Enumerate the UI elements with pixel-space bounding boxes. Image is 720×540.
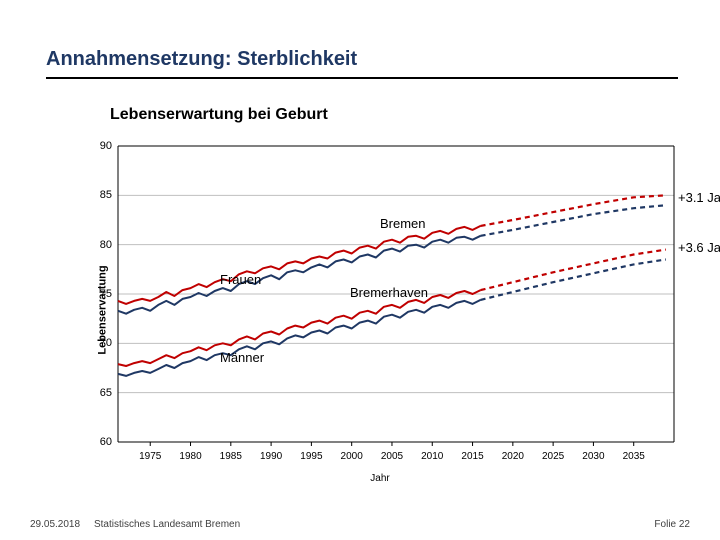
x-tick-label: 1975 [139, 451, 161, 462]
chart-annotation: Männer [220, 350, 264, 365]
footer-source: Statistisches Landesamt Bremen [94, 519, 240, 530]
title-underline [46, 77, 678, 79]
slide-title: Annahmensetzung: Sterblichkeit [46, 48, 674, 71]
x-tick-label: 2020 [502, 451, 524, 462]
chart-subtitle: Lebenserwartung bei Geburt [110, 106, 328, 124]
x-tick-label: 1985 [220, 451, 242, 462]
life-expectancy-chart: Lebenservartung 606570758085901975198019… [80, 140, 680, 480]
series-Bremen-Männer [118, 290, 481, 366]
chart-annotation: Frauen [220, 272, 261, 287]
x-tick-label: 2005 [381, 451, 403, 462]
y-tick-label: 80 [92, 239, 112, 251]
slide-root: Annahmensetzung: Sterblichkeit Lebenserw… [0, 0, 720, 540]
y-tick-label: 60 [92, 436, 112, 448]
title-area: Annahmensetzung: Sterblichkeit [46, 48, 674, 79]
x-tick-label: 1980 [179, 451, 201, 462]
footer-date: 29.05.2018 [30, 519, 80, 530]
slide-footer: 29.05.2018 Statistisches Landesamt Breme… [30, 519, 690, 530]
x-tick-label: 2025 [542, 451, 564, 462]
series-Bremerhaven-Männer [118, 300, 481, 376]
y-tick-label: 65 [92, 387, 112, 399]
y-tick-label: 75 [92, 288, 112, 300]
y-tick-label: 90 [92, 140, 112, 152]
x-tick-label: 2000 [341, 451, 363, 462]
footer-page: Folie 22 [654, 519, 690, 530]
y-tick-label: 70 [92, 337, 112, 349]
x-tick-label: 2030 [582, 451, 604, 462]
x-tick-label: 2010 [421, 451, 443, 462]
chart-annotation: +3.6 Jahre [678, 240, 720, 255]
chart-annotation: +3.1 Jahre [678, 190, 720, 205]
x-axis-label: Jahr [370, 473, 389, 484]
x-tick-label: 1990 [260, 451, 282, 462]
chart-svg [80, 140, 680, 480]
x-tick-label: 2035 [623, 451, 645, 462]
chart-annotation: Bremen [380, 216, 426, 231]
x-tick-label: 1995 [300, 451, 322, 462]
series-Bremen-Frauen-Projektion [481, 195, 666, 226]
chart-annotation: Bremerhaven [350, 285, 428, 300]
series-Bremen-Männer-Projektion [481, 250, 666, 291]
x-tick-label: 2015 [461, 451, 483, 462]
y-tick-label: 85 [92, 189, 112, 201]
